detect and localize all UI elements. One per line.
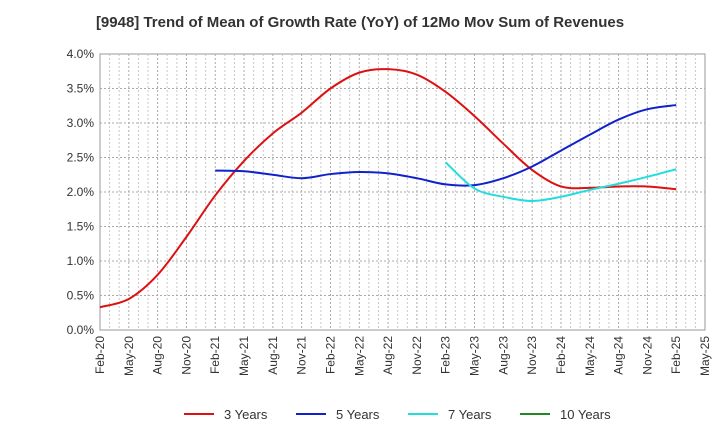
y-tick-label: 0.5% (67, 289, 95, 303)
series-line-7-years (445, 161, 677, 202)
x-tick-label: May-23 (468, 336, 482, 376)
chart-title: [9948] Trend of Mean of Growth Rate (YoY… (95, 14, 625, 31)
grid (100, 54, 705, 330)
x-tick-label: Feb-21 (208, 336, 222, 374)
x-tick-label: Aug-23 (496, 336, 510, 375)
x-tick-label: Feb-24 (554, 336, 568, 374)
x-tick-label: Feb-20 (93, 336, 107, 374)
x-tick-label: Nov-22 (410, 336, 424, 375)
y-tick-label: 1.5% (67, 220, 95, 234)
y-tick-label: 4.0% (67, 47, 95, 61)
y-tick-label: 2.0% (67, 185, 95, 199)
x-tick-label: May-20 (122, 336, 136, 376)
x-tick-label: Aug-22 (381, 336, 395, 375)
x-tick-label: May-21 (237, 336, 251, 376)
legend-label-3-years: 3 Years (224, 407, 268, 422)
plot-area (99, 53, 706, 331)
legend-label-5-years: 5 Years (336, 407, 380, 422)
x-tick-label: Feb-23 (439, 336, 453, 374)
x-tick-label: May-22 (352, 336, 366, 376)
y-tick-label: 2.5% (67, 151, 95, 165)
y-tick-label: 0.0% (67, 323, 95, 337)
x-tick-label: Feb-25 (669, 336, 683, 374)
y-tick-label: 1.0% (67, 254, 95, 268)
series-lines (99, 68, 677, 309)
y-tick-label: 3.0% (67, 116, 95, 130)
y-tick-label: 3.5% (67, 82, 95, 96)
legend: 3 Years 5 Years 7 Years 10 Years (184, 407, 611, 422)
x-tick-label: Nov-20 (179, 336, 193, 375)
legend-label-10-years: 10 Years (560, 407, 611, 422)
x-tick-label: May-25 (698, 336, 712, 376)
y-axis-ticks: 0.0% 0.5% 1.0% 1.5% 2.0% 2.5% 3.0% 3.5% 4.0% (67, 47, 95, 337)
x-tick-label: Nov-24 (640, 336, 654, 375)
x-tick-label: Aug-24 (612, 336, 626, 375)
x-tick-label: Nov-21 (295, 336, 309, 375)
legend-label-7-years: 7 Years (448, 407, 492, 422)
series-line-5-years (215, 104, 677, 187)
series-line-3-years (99, 68, 677, 309)
x-tick-label: May-24 (583, 336, 597, 376)
x-tick-label: Aug-21 (266, 336, 280, 375)
x-tick-label: Feb-22 (323, 336, 337, 374)
x-tick-label: Nov-23 (525, 336, 539, 375)
x-axis-ticks: Feb-20 May-20 Aug-20 Nov-20 Feb-21 May-21 Aug-… (93, 336, 712, 376)
x-tick-label: Aug-20 (151, 336, 165, 375)
